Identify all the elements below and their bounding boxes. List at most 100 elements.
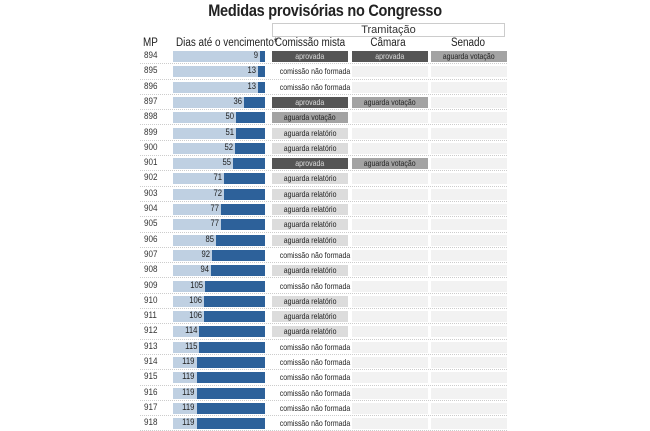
mp-number: 911 [144, 310, 157, 322]
mp-number: 917 [144, 401, 158, 413]
camara-status [352, 357, 428, 368]
days-bar-track: 106 [173, 310, 265, 323]
days-bar-track: 115 [173, 341, 265, 353]
days-label: 114 [185, 325, 198, 336]
row-separator [140, 200, 507, 202]
days-bar [204, 311, 265, 323]
days-bar [196, 372, 265, 384]
days-bar [204, 295, 265, 307]
row-separator [140, 277, 507, 279]
mp-number: 898 [144, 111, 158, 123]
mp-number: 903 [144, 187, 158, 199]
days-bar [257, 66, 265, 78]
comissao-status: aguarda votação [272, 112, 348, 124]
comissao-status: comissão não formada [279, 357, 351, 367]
senado-status [431, 81, 507, 93]
column-header-camara: Câmara [370, 37, 406, 49]
days-bar [210, 265, 265, 277]
days-bar-track: 55 [173, 157, 265, 170]
days-label: 119 [182, 417, 195, 428]
camara-status [352, 326, 428, 338]
row-separator [140, 369, 507, 371]
row-separator [140, 185, 507, 187]
senado-status [431, 188, 507, 200]
table-row: 915 119 comissão não formada [140, 370, 507, 386]
senado-status [431, 66, 507, 78]
row-separator [140, 308, 507, 310]
comissao-status: aguarda relatório [272, 219, 348, 231]
camara-status [352, 341, 428, 353]
row-separator [140, 124, 507, 126]
comissao-status: comissão não formada [279, 341, 351, 352]
row-separator [140, 338, 507, 340]
days-label: 106 [189, 310, 203, 321]
mp-number: 908 [144, 264, 158, 276]
row-separator [140, 262, 507, 264]
row-separator [140, 216, 507, 218]
days-label: 51 [225, 126, 234, 137]
comissao-status: aguarda relatório [272, 311, 348, 323]
days-label: 119 [182, 356, 195, 366]
row-separator [140, 246, 507, 248]
days-bar [199, 326, 265, 338]
row-separator [140, 78, 507, 80]
days-bar [224, 173, 265, 185]
days-bar [212, 249, 265, 261]
days-bar [235, 142, 265, 154]
senado-status: aguarda votação [431, 51, 507, 62]
days-label: 77 [210, 203, 219, 213]
table-row: 903 72 aguarda relatório [140, 187, 507, 202]
days-bar-track: 119 [173, 371, 265, 384]
table-row: 913 115 comissão não formada [140, 340, 507, 355]
days-bar [220, 219, 265, 231]
days-bar-track: 51 [173, 126, 265, 139]
days-label: 92 [201, 248, 211, 259]
table-row: 900 52 aguarda relatório [140, 141, 507, 157]
camara-status [352, 311, 428, 323]
camara-status [352, 295, 428, 307]
row-separator [140, 139, 507, 141]
camara-status [352, 372, 428, 384]
table-row: 911 106 aguarda relatório [140, 309, 507, 325]
days-bar-track: 105 [173, 280, 265, 292]
senado-status [431, 173, 507, 185]
camara-status [352, 265, 428, 277]
days-label: 55 [222, 157, 232, 168]
table-row: 918 119 comissão não formada [140, 416, 507, 431]
days-bar-track: 106 [173, 294, 265, 307]
days-label: 72 [213, 187, 222, 198]
row-separator [140, 155, 507, 157]
row-separator [140, 93, 507, 95]
table-row: 898 50 aguarda votação [140, 110, 507, 126]
senado-status [431, 158, 507, 170]
comissao-status: comissão não formada [279, 418, 351, 429]
mp-number: 912 [144, 325, 158, 337]
days-bar-track: 119 [173, 402, 265, 414]
comissao-status: aguarda relatório [272, 265, 348, 277]
mp-number: 909 [144, 279, 158, 291]
comissao-status: aguarda relatório [272, 234, 348, 246]
days-bar-track: 85 [173, 234, 265, 246]
days-bar-track: 119 [173, 417, 265, 430]
senado-status [431, 249, 507, 261]
senado-status [431, 127, 507, 139]
days-bar [196, 387, 265, 399]
comissao-status: aguarda relatório [272, 142, 348, 154]
comissao-status: aguarda relatório [272, 188, 348, 200]
days-bar-track: 72 [173, 187, 265, 200]
mp-number: 897 [144, 95, 158, 107]
days-bar [198, 341, 265, 353]
days-bar-track: 52 [173, 142, 265, 154]
camara-status [352, 173, 428, 185]
mp-number: 907 [144, 248, 158, 260]
camara-status [352, 66, 428, 78]
table-row: 906 85 aguarda relatório [140, 233, 507, 248]
comissao-status: comissão não formada [279, 81, 351, 92]
row-separator [140, 231, 507, 233]
comissao-status: aguarda relatório [272, 295, 348, 307]
days-label: 106 [189, 294, 203, 305]
senado-status [431, 280, 507, 292]
senado-status [431, 357, 507, 368]
comissao-status: comissão não formada [279, 402, 351, 413]
senado-status [431, 96, 507, 108]
